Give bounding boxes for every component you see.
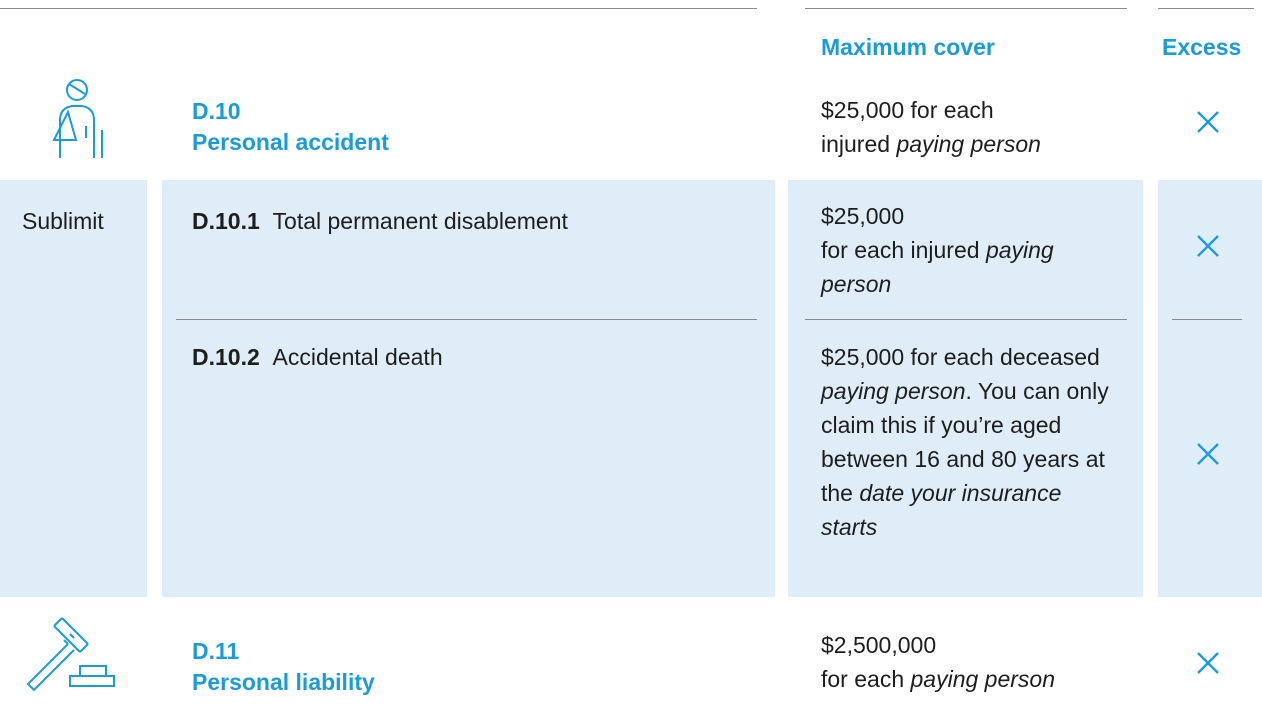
cover-run: $25,000 for each deceased bbox=[821, 344, 1100, 370]
no-excess-icon bbox=[1197, 235, 1219, 257]
rule bbox=[0, 8, 757, 9]
cover-text: $2,500,000 for each paying person bbox=[821, 628, 1113, 696]
section-title: Personal liability bbox=[192, 669, 375, 695]
no-excess-icon bbox=[1197, 111, 1219, 133]
cover-run: $2,500,000 for each bbox=[821, 632, 937, 692]
rule bbox=[1158, 8, 1254, 9]
item-label: D.10.1 Total permanent disablement bbox=[192, 204, 568, 238]
sublimit-cell bbox=[0, 180, 147, 597]
cover-run: paying person bbox=[821, 378, 966, 404]
person-icon bbox=[52, 79, 103, 158]
item-cell bbox=[162, 180, 775, 597]
rule bbox=[1172, 319, 1242, 320]
rule bbox=[805, 8, 1127, 9]
header-excess: Excess bbox=[1162, 34, 1242, 60]
cover-run: . You can only claim this if you’re aged… bbox=[821, 378, 1109, 506]
section-title: Personal accident bbox=[192, 129, 389, 155]
rule bbox=[176, 319, 757, 320]
sublimit-label: Sublimit bbox=[22, 208, 104, 234]
cover-run: date your insurance starts bbox=[821, 480, 1062, 540]
item-title: Accidental death bbox=[272, 344, 443, 370]
section-code: D.11 bbox=[192, 638, 240, 664]
cover-run: paying person bbox=[910, 666, 1056, 692]
item-title: Total permanent disablement bbox=[272, 208, 568, 234]
header-cover: Maximum cover bbox=[821, 34, 995, 60]
item-code: D.10.1 bbox=[192, 208, 260, 234]
cover-cell bbox=[788, 180, 1143, 597]
cover-run: paying person bbox=[896, 131, 1041, 157]
cover-text: $25,000 for each deceased paying person.… bbox=[821, 340, 1113, 544]
cover-text: $25,000 for each injured paying person bbox=[821, 199, 1113, 301]
section-code: D.10 bbox=[192, 98, 241, 124]
cover-run: $25,000 for each injured bbox=[821, 97, 994, 157]
item-code: D.10.2 bbox=[192, 344, 260, 370]
no-excess-icon bbox=[1197, 652, 1219, 674]
cover-text: $25,000 for each injured paying person bbox=[821, 93, 1113, 161]
cover-run: $25,000 for each injured bbox=[821, 203, 980, 263]
gavel-icon bbox=[26, 617, 115, 692]
no-excess-icon bbox=[1197, 443, 1219, 465]
rule bbox=[805, 319, 1127, 320]
item-label: D.10.2 Accidental death bbox=[192, 340, 443, 374]
cover-run: paying person bbox=[821, 237, 1054, 297]
